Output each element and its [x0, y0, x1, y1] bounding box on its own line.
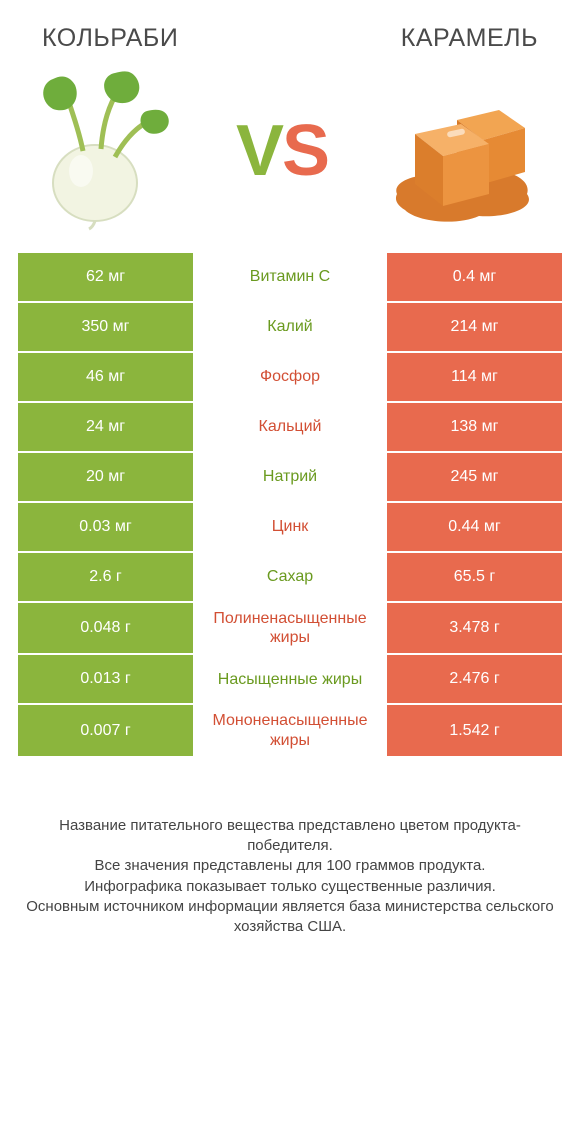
nutrient-label: Витамин C [193, 253, 387, 301]
table-row: 46 мгФосфор114 мг [18, 351, 562, 401]
caramel-icon [387, 76, 537, 226]
footer-notes: Название питательного вещества представл… [0, 756, 580, 938]
left-value-cell: 0.03 мг [18, 503, 193, 551]
hero-row: VS [0, 61, 580, 251]
right-value-cell: 3.478 г [387, 603, 562, 653]
nutrient-label: Кальций [193, 403, 387, 451]
left-value-cell: 24 мг [18, 403, 193, 451]
right-value-cell: 1.542 г [387, 705, 562, 755]
right-value-cell: 2.476 г [387, 655, 562, 703]
left-value-cell: 62 мг [18, 253, 193, 301]
left-value-cell: 46 мг [18, 353, 193, 401]
left-value-cell: 20 мг [18, 453, 193, 501]
nutrient-label: Насыщенные жиры [193, 655, 387, 703]
left-product-image [20, 71, 185, 231]
nutrient-label: Мононенасыщенные жиры [193, 705, 387, 755]
right-product-title: Карамель [401, 24, 538, 53]
left-value-cell: 2.6 г [18, 553, 193, 601]
left-value-cell: 0.007 г [18, 705, 193, 755]
footer-line: Инфографика показывает только существенн… [20, 877, 560, 897]
footer-line: Все значения представлены для 100 граммо… [20, 856, 560, 876]
nutrient-label: Калий [193, 303, 387, 351]
kohlrabi-icon [23, 71, 183, 231]
right-value-cell: 114 мг [387, 353, 562, 401]
right-value-cell: 0.44 мг [387, 503, 562, 551]
header: Кольраби Карамель [0, 0, 580, 61]
right-value-cell: 214 мг [387, 303, 562, 351]
left-value-cell: 350 мг [18, 303, 193, 351]
right-value-cell: 138 мг [387, 403, 562, 451]
table-row: 0.013 гНасыщенные жиры2.476 г [18, 653, 562, 703]
nutrient-label: Натрий [193, 453, 387, 501]
right-value-cell: 0.4 мг [387, 253, 562, 301]
table-row: 0.03 мгЦинк0.44 мг [18, 501, 562, 551]
vs-label: VS [236, 115, 328, 187]
table-row: 350 мгКалий214 мг [18, 301, 562, 351]
left-value-cell: 0.048 г [18, 603, 193, 653]
table-row: 2.6 гСахар65.5 г [18, 551, 562, 601]
table-row: 20 мгНатрий245 мг [18, 451, 562, 501]
right-value-cell: 245 мг [387, 453, 562, 501]
nutrient-label: Сахар [193, 553, 387, 601]
table-row: 0.048 гПолиненасыщенные жиры3.478 г [18, 601, 562, 653]
vs-s: S [282, 111, 328, 191]
vs-v: V [236, 111, 282, 191]
footer-line: Название питательного вещества представл… [20, 816, 560, 857]
nutrient-label: Фосфор [193, 353, 387, 401]
table-row: 62 мгВитамин C0.4 мг [18, 251, 562, 301]
right-value-cell: 65.5 г [387, 553, 562, 601]
table-row: 24 мгКальций138 мг [18, 401, 562, 451]
nutrient-label: Полиненасыщенные жиры [193, 603, 387, 653]
left-product-title: Кольраби [42, 24, 178, 53]
comparison-table: 62 мгВитамин C0.4 мг350 мгКалий214 мг46 … [0, 251, 580, 756]
footer-line: Основным источником информации является … [20, 897, 560, 938]
right-product-image [379, 71, 544, 231]
nutrient-label: Цинк [193, 503, 387, 551]
left-value-cell: 0.013 г [18, 655, 193, 703]
table-row: 0.007 гМононенасыщенные жиры1.542 г [18, 703, 562, 755]
